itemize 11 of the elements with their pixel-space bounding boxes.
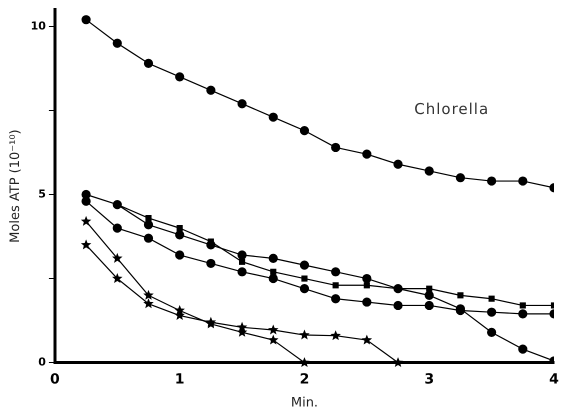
x-tick-label: 3 — [424, 372, 434, 388]
y-axis-title: Moles ATP (10⁻¹⁰) — [8, 129, 24, 243]
x-tick-label: 4 — [549, 372, 560, 388]
x-tick-label: 2 — [300, 372, 310, 388]
y-tick-label: 5 — [38, 187, 46, 200]
x-tick-label: 1 — [174, 372, 185, 388]
y-tick-label: 10 — [30, 19, 46, 32]
x-tick-label: 0 — [50, 372, 60, 388]
y-tick-label: 0 — [38, 355, 46, 368]
x-axis-title: Min. — [290, 396, 318, 411]
annotation: Chlorella — [414, 100, 490, 118]
